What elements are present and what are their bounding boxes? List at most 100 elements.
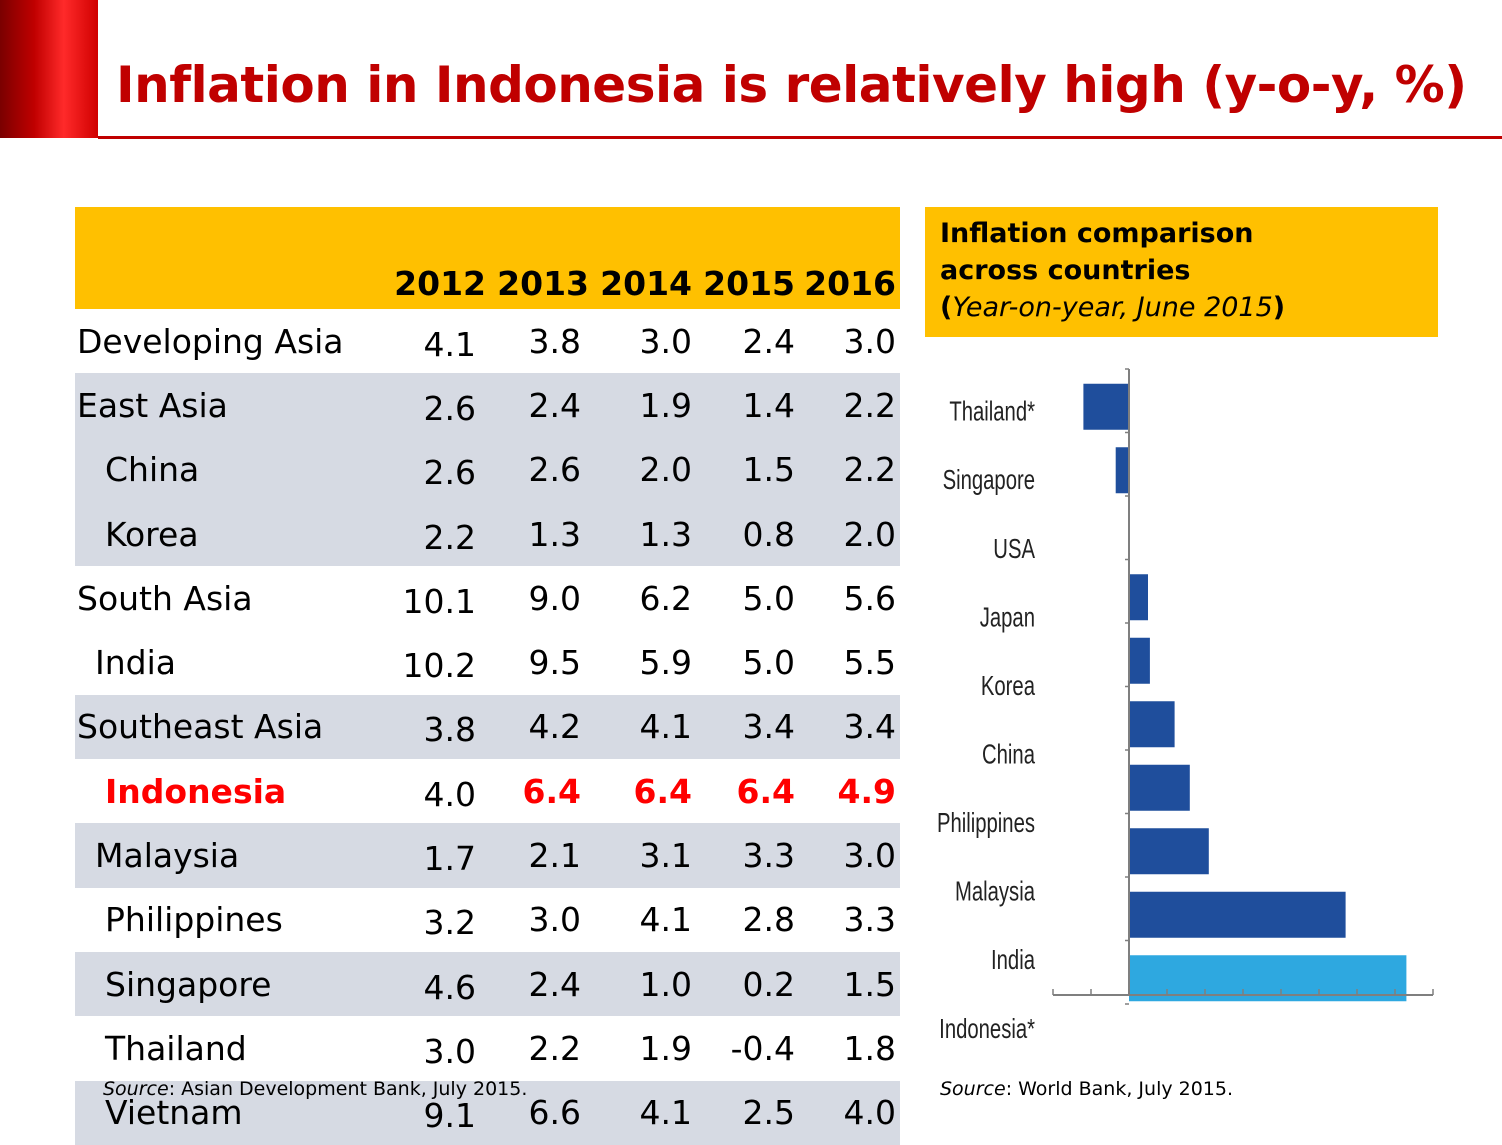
row-label: Indonesia	[105, 771, 287, 811]
table-cell: 3.3	[696, 823, 799, 888]
subtitle-open-paren: (	[940, 292, 953, 323]
table-cell: -0.4	[730, 1028, 795, 1068]
table-cell: 2.2	[799, 437, 900, 502]
inflation-table: 2012 2013 2014 2015 2016 Developing Asia…	[75, 207, 900, 1145]
source-label: Source	[940, 1078, 1006, 1100]
column-header: 2014	[593, 207, 696, 309]
table-row: China 2.6 2.6 2.0 1.5 2.2	[75, 437, 900, 502]
table-cell: 3.0	[423, 1031, 476, 1071]
table-cell: 3.0	[843, 321, 896, 361]
bar-indonesia	[1129, 955, 1407, 1002]
table-row: Developing Asia 4.1 3.8 3.0 2.4 3.0	[75, 309, 900, 373]
chart-header: Inflation comparison across countries (Y…	[925, 207, 1438, 337]
table-cell: 4.0	[423, 774, 476, 814]
row-label: India	[95, 643, 176, 683]
column-header: 2012	[388, 207, 490, 309]
table-cell: 2.4	[742, 321, 795, 361]
table-cell: 2.1	[490, 823, 593, 888]
table-cell: 9.0	[528, 578, 581, 618]
column-header: 2015	[696, 207, 799, 309]
category-label: Korea	[981, 671, 1035, 702]
category-label: Malaysia	[955, 877, 1035, 908]
table-cell: 2.5	[696, 1080, 799, 1145]
bar-singapore	[1115, 447, 1129, 494]
table-row: East Asia 2.6 2.4 1.9 1.4 2.2	[75, 373, 900, 438]
table-row: South Asia 10.1 9.0 6.2 5.0 5.6	[75, 566, 900, 630]
table-cell: 1.3	[490, 501, 593, 567]
chart-title-line-2: across countries	[940, 255, 1191, 286]
table-cell: 3.0	[528, 900, 581, 940]
source-text: : Asian Development Bank, July 2015.	[168, 1078, 528, 1100]
table-cell: 5.0	[742, 643, 795, 683]
bar-china	[1129, 701, 1175, 748]
table-cell: 4.1	[639, 900, 692, 940]
table-cell: 1.4	[696, 373, 799, 438]
category-label: India	[991, 945, 1035, 976]
table-cell: 4.6	[388, 951, 490, 1017]
chart-source-note: Source: World Bank, July 2015.	[940, 1078, 1233, 1100]
column-header: 2016	[799, 207, 900, 309]
table-cell: 3.8	[528, 321, 581, 361]
table-cell: 6.4	[633, 771, 692, 811]
table-cell: 2.4	[490, 951, 593, 1017]
table-cell: 3.0	[799, 823, 900, 888]
bar-korea	[1129, 637, 1150, 684]
table-cell: 2.2	[388, 501, 490, 567]
table-cell: 2.2	[799, 373, 900, 438]
row-label: East Asia	[75, 373, 388, 438]
column-header: 2013	[490, 207, 593, 309]
row-label: Thailand	[105, 1028, 247, 1068]
table-row: Malaysia 1.7 2.1 3.1 3.3 3.0	[75, 823, 900, 888]
table-cell: 2.0	[799, 501, 900, 567]
table-row: India 10.2 9.5 5.9 5.0 5.5	[75, 630, 900, 694]
table-cell: 3.8	[388, 694, 490, 760]
table-cell: 3.4	[696, 694, 799, 760]
category-label: USA	[993, 534, 1035, 565]
table-row: Singapore 4.6 2.4 1.0 0.2 1.5	[75, 951, 900, 1017]
table-cell: 5.6	[843, 578, 896, 618]
row-label: Korea	[75, 501, 388, 567]
table-row: Indonesia 4.0 6.4 6.4 6.4 4.9	[75, 759, 900, 823]
table-row: Philippines 3.2 3.0 4.1 2.8 3.3	[75, 888, 900, 952]
table-cell: 5.5	[843, 643, 896, 683]
table-cell: 3.3	[843, 900, 896, 940]
table-cell: 2.8	[742, 900, 795, 940]
table-cell: 0.8	[696, 501, 799, 567]
table-cell: 6.4	[522, 771, 581, 811]
table-header-blank	[75, 207, 388, 309]
table-cell: 5.0	[742, 578, 795, 618]
table-cell: 10.2	[402, 646, 476, 686]
table-cell: 6.4	[736, 771, 795, 811]
table-cell: 3.4	[799, 694, 900, 760]
bar-chart-svg: Thailand* Singapore USA Japan Korea China Phil…	[937, 368, 1434, 1045]
bar-thailand	[1083, 383, 1129, 430]
table-cell: 2.0	[593, 437, 696, 502]
source-text: : World Bank, July 2015.	[1005, 1078, 1234, 1100]
table-row: Korea 2.2 1.3 1.3 0.8 2.0	[75, 501, 900, 567]
chart-title-line-1: Inflation comparison	[940, 218, 1254, 249]
table-cell: 4.2	[490, 694, 593, 760]
table-cell: 2.6	[388, 437, 490, 502]
table-cell: 1.9	[639, 1028, 692, 1068]
category-label: Philippines	[937, 808, 1035, 839]
table-cell: 4.9	[837, 771, 896, 811]
row-label: Malaysia	[75, 823, 388, 888]
row-label: China	[75, 437, 388, 502]
table-cell: 3.1	[593, 823, 696, 888]
table-cell: 1.9	[593, 373, 696, 438]
table-cell: 1.0	[593, 951, 696, 1017]
table-cell: 3.0	[639, 321, 692, 361]
table-cell: 3.2	[423, 903, 476, 943]
table-cell: 0.2	[696, 951, 799, 1017]
inflation-bar-chart: Thailand* Singapore USA Japan Korea China Phil…	[925, 355, 1445, 1065]
table-cell: 2.2	[528, 1028, 581, 1068]
table-row: Thailand 3.0 2.2 1.9 -0.4 1.8	[75, 1016, 900, 1080]
table-source-note: Source: Asian Development Bank, July 201…	[103, 1078, 527, 1100]
bar-philippines	[1129, 764, 1190, 811]
table-cell: 4.0	[799, 1080, 900, 1145]
category-label: Japan	[980, 602, 1035, 633]
table-cell: 10.1	[402, 581, 476, 621]
table-cell: 1.8	[843, 1028, 896, 1068]
table-cell: 4.1	[423, 324, 476, 364]
category-label: Thailand*	[949, 397, 1035, 428]
